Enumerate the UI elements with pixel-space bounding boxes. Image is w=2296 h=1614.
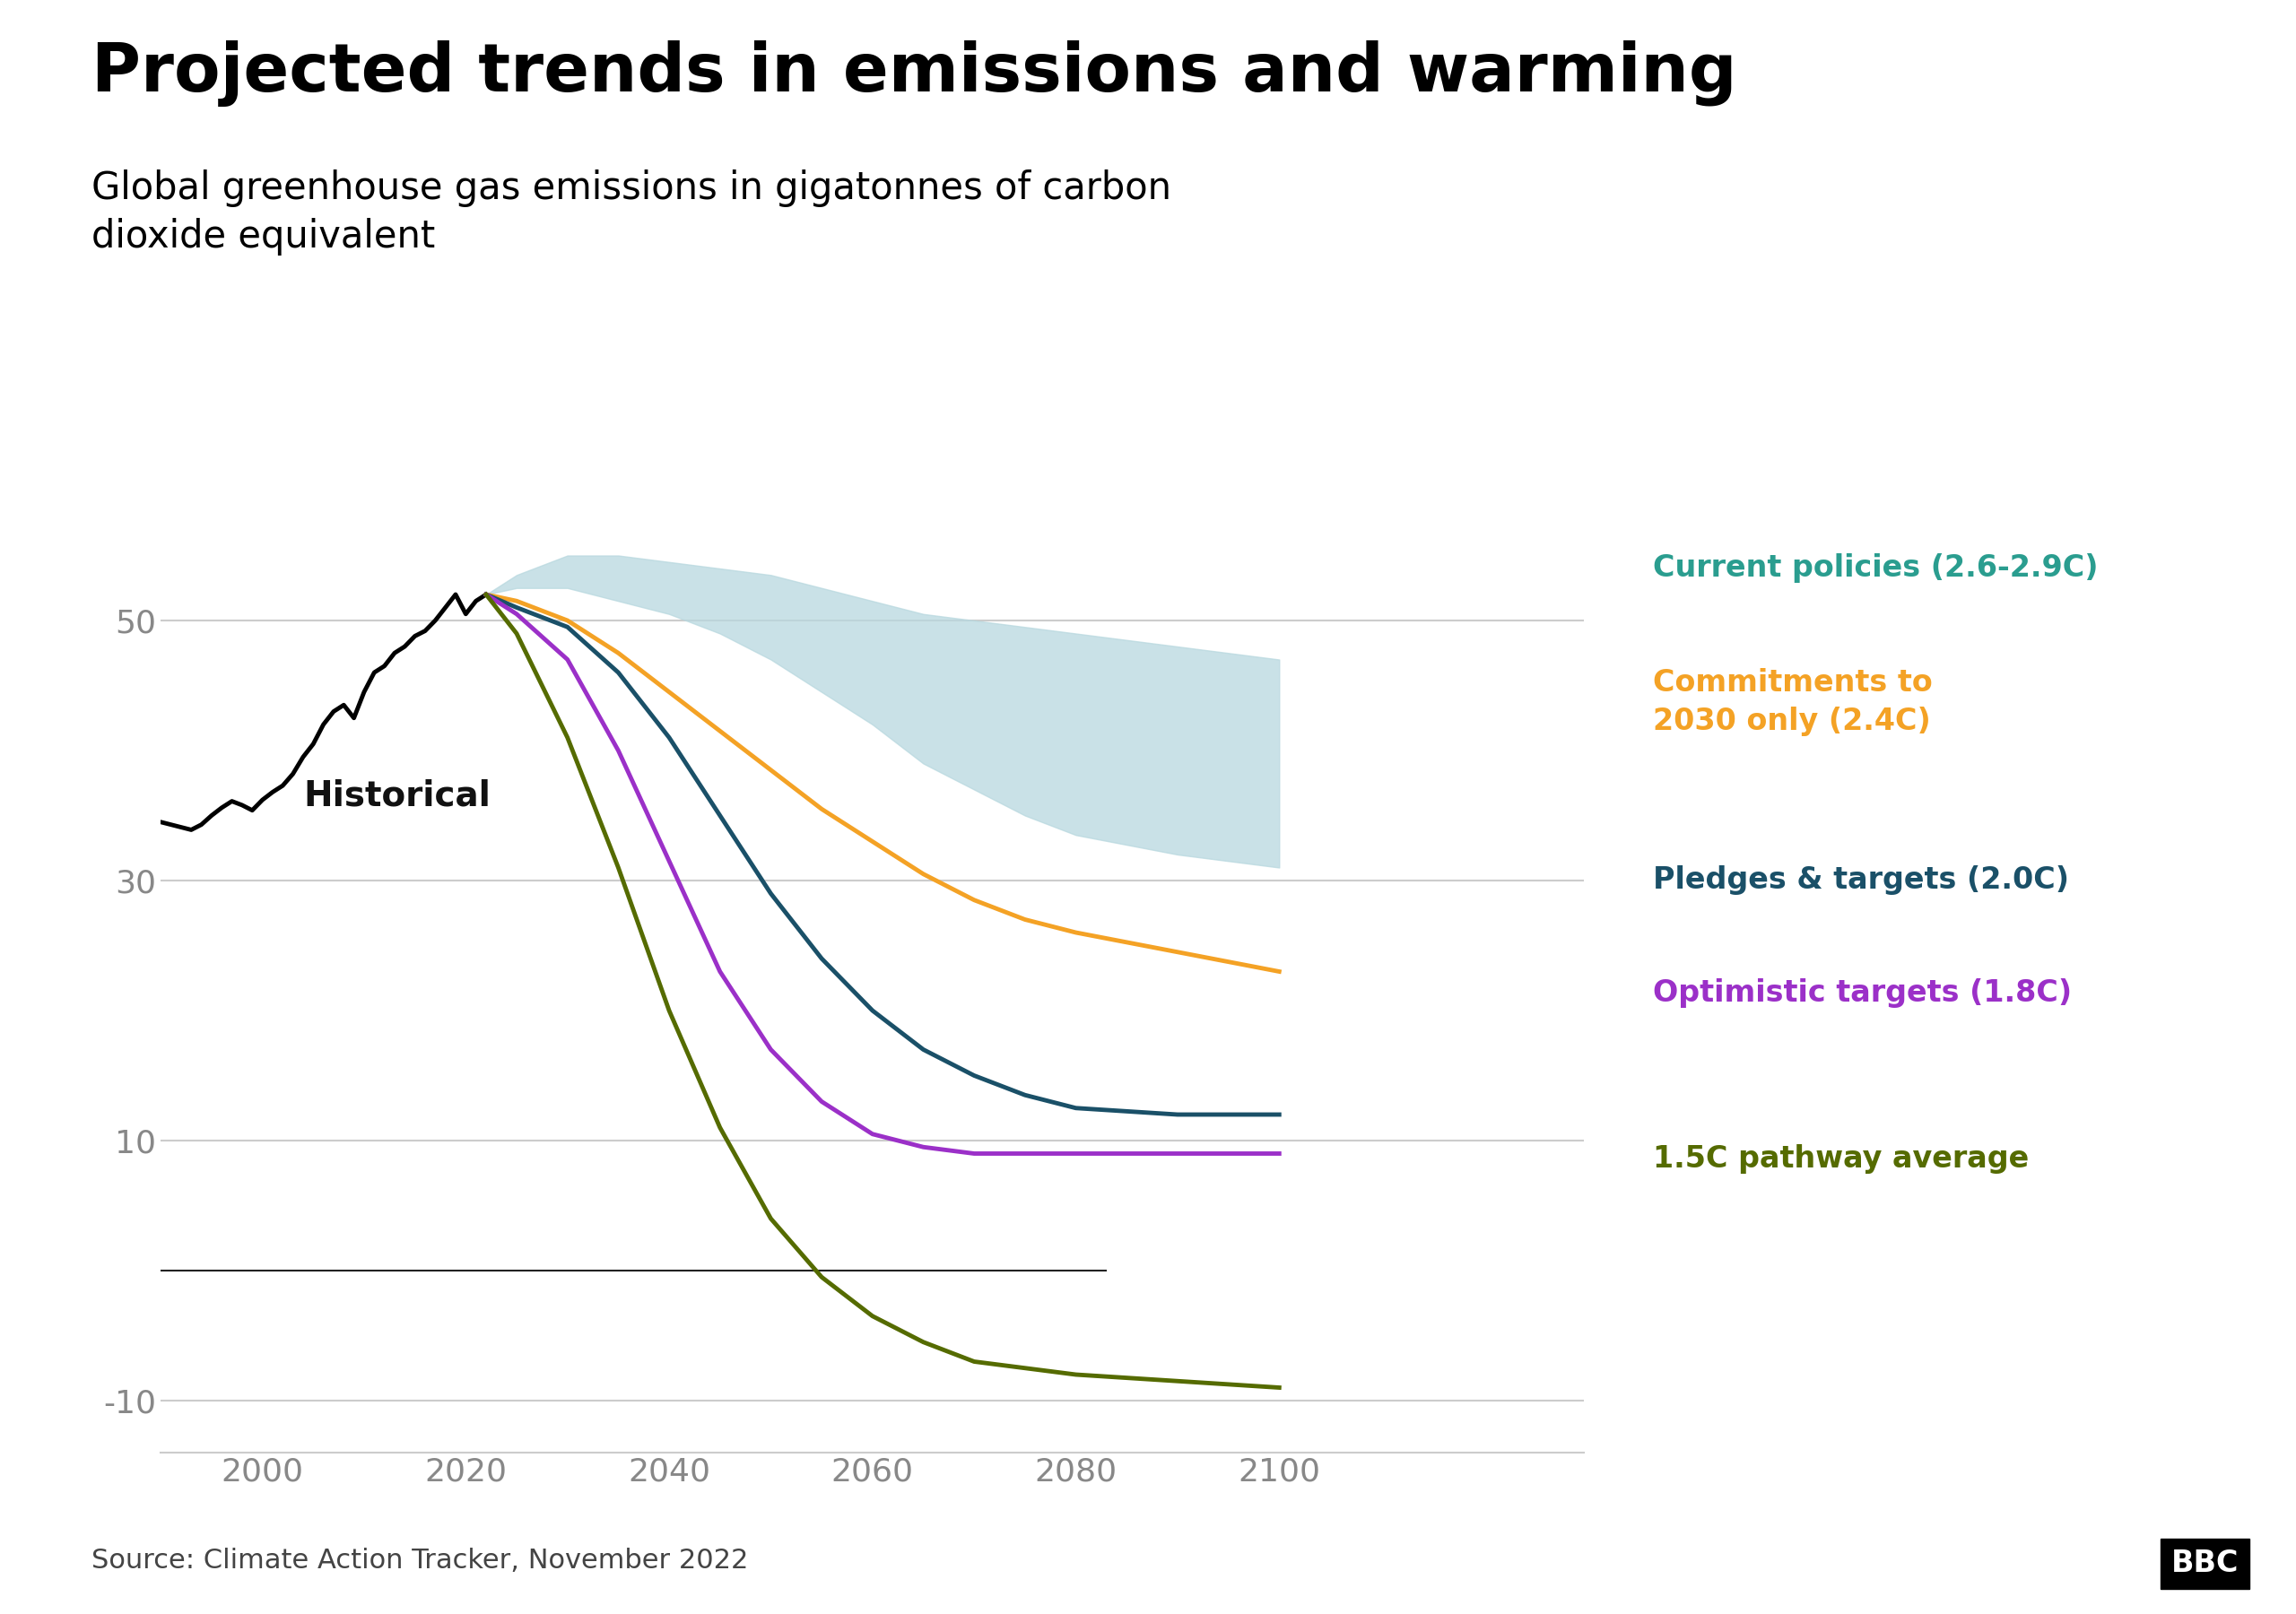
- Text: Optimistic targets (1.8C): Optimistic targets (1.8C): [1653, 978, 2071, 1007]
- Text: Historical: Historical: [303, 780, 491, 813]
- Text: Source: Climate Action Tracker, November 2022: Source: Climate Action Tracker, November…: [92, 1548, 748, 1574]
- Text: Projected trends in emissions and warming: Projected trends in emissions and warmin…: [92, 40, 1738, 107]
- Text: Pledges & targets (2.0C): Pledges & targets (2.0C): [1653, 865, 2069, 894]
- Text: 1.5C pathway average: 1.5C pathway average: [1653, 1144, 2030, 1173]
- Text: Commitments to
2030 only (2.4C): Commitments to 2030 only (2.4C): [1653, 668, 1933, 736]
- Text: Current policies (2.6-2.9C): Current policies (2.6-2.9C): [1653, 554, 2099, 583]
- Text: BBC: BBC: [2172, 1549, 2239, 1578]
- Text: Global greenhouse gas emissions in gigatonnes of carbon
dioxide equivalent: Global greenhouse gas emissions in gigat…: [92, 169, 1171, 255]
